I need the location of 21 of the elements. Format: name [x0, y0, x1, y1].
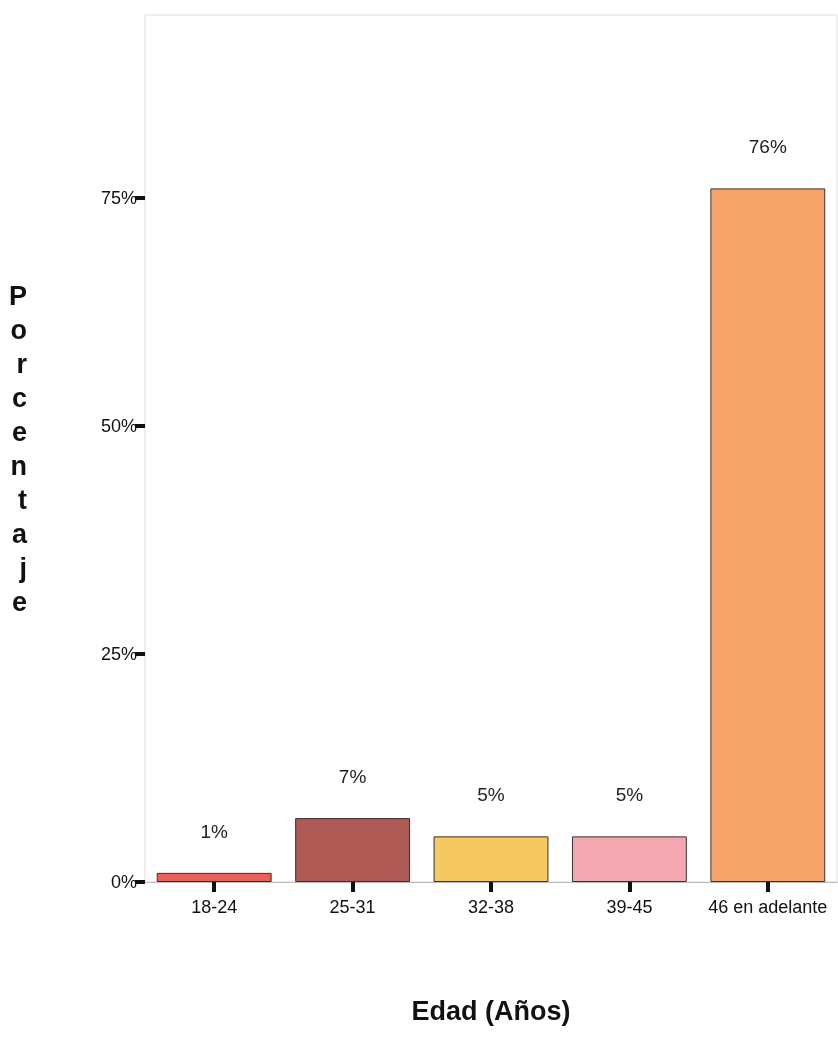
data-label: 7%: [338, 766, 367, 788]
bar: [710, 188, 826, 882]
x-tick-label: 39-45: [606, 897, 653, 917]
data-label: 5%: [615, 784, 644, 806]
x-tick-label: 18-24: [191, 897, 238, 917]
bar: [571, 836, 687, 882]
bar: [433, 836, 549, 882]
y-tick-label: 25%: [100, 643, 137, 664]
y-tick-label: 75%: [100, 187, 137, 208]
x-axis-title: Edad (Años): [411, 995, 571, 1026]
data-label: 76%: [748, 136, 787, 158]
x-tick-label: 46 en adelante: [708, 897, 828, 917]
data-label: 1%: [200, 820, 229, 842]
bar: [295, 818, 411, 882]
x-tick-label: 32-38: [467, 897, 515, 917]
y-tick-label: 0%: [110, 872, 137, 892]
y-tick-label: 50%: [100, 415, 137, 436]
bar: [156, 872, 272, 882]
x-tick-label: 25-31: [329, 897, 376, 917]
text: Porcentaje: [8, 280, 27, 617]
data-label: 5%: [477, 784, 505, 806]
